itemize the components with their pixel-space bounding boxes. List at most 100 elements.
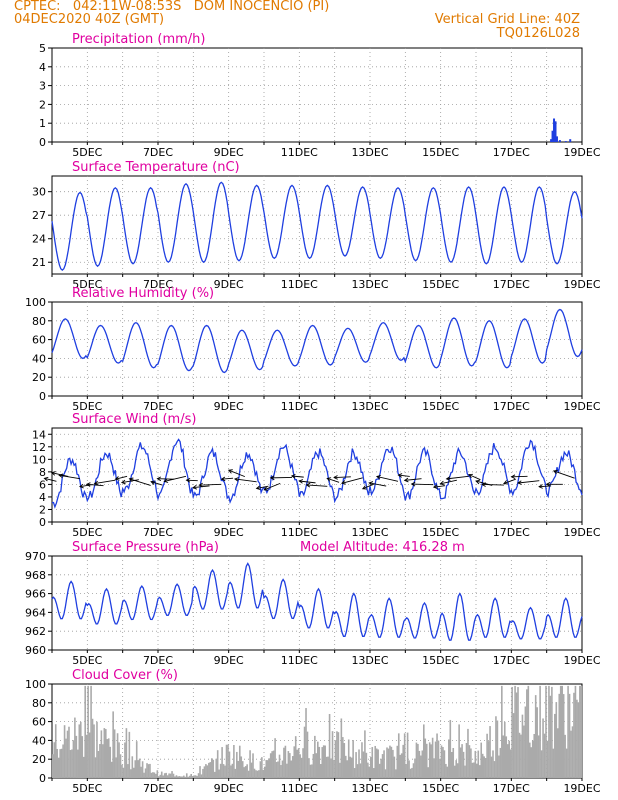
cloud-bar [503, 721, 506, 778]
wind-ytick-label: 10 [32, 453, 46, 466]
cloud-bar [453, 765, 456, 778]
cloud-bar [294, 736, 297, 778]
cloud-bar [163, 773, 166, 778]
header-code: TQ0126L028 [496, 26, 580, 41]
wind-vector [433, 485, 446, 488]
wind-title: Surface Wind (m/s) [72, 412, 196, 427]
cloud-bar [417, 743, 419, 778]
cloud-bar [177, 776, 179, 778]
cloud-bar [579, 685, 581, 778]
cloud-bar [362, 751, 365, 778]
cloud-bar [427, 767, 430, 778]
cloud-bar [545, 685, 547, 778]
header-datetime: 04DEC2020 40Z (GMT) [14, 12, 165, 27]
cloud-bar [390, 746, 393, 778]
cloud-bar [477, 750, 480, 778]
pressure-xtick-label: 7DEC [143, 654, 173, 667]
cloud-bar [79, 721, 82, 778]
cloud-bar [508, 740, 510, 778]
cloud-bar [231, 763, 234, 778]
cloud-bar [81, 736, 84, 778]
cloud-bar [520, 734, 522, 778]
cloud-bar [162, 775, 165, 778]
cloud-bar [275, 762, 278, 778]
precip-ytick-label: 1 [39, 117, 46, 130]
cloud-bar [194, 775, 197, 778]
cloud-bar [78, 724, 81, 778]
cloud-bar [327, 756, 329, 778]
cloud-bar [265, 760, 268, 778]
cloud-bar [165, 772, 167, 778]
rh-xtick-label: 17DEC [493, 400, 530, 413]
cloud-bar [501, 685, 503, 778]
cloud-ytick-label: 80 [32, 697, 46, 710]
cloud-bar [448, 739, 450, 778]
wind-vector-head [93, 480, 99, 486]
header-grid-line: Vertical Grid Line: 40Z [434, 12, 580, 27]
pressure-xtick-label: 15DEC [422, 654, 459, 667]
wind-vector-head [445, 476, 451, 481]
cloud-bar [350, 757, 353, 778]
cloud-bar [306, 731, 309, 778]
cloud-bar [240, 756, 243, 778]
precip-xtick-label: 13DEC [351, 146, 388, 159]
cloud-bar [423, 724, 425, 778]
wind-vector [334, 476, 351, 479]
pressure-title: Surface Pressure (hPa) [72, 540, 219, 555]
cloud-bar [193, 775, 195, 778]
cloud-bar [155, 773, 157, 778]
wind-vector-head [227, 469, 233, 474]
precip-bar [554, 121, 557, 142]
cloud-bar [156, 770, 159, 778]
cloud-bar [208, 762, 210, 778]
rh-xtick-label: 13DEC [351, 400, 388, 413]
wind-vector [186, 479, 198, 482]
cloud-ytick-label: 20 [32, 753, 46, 766]
cloud-bar [533, 734, 536, 778]
cloud-bar [280, 765, 282, 778]
cloud-bar [199, 766, 201, 778]
cloud-bar [474, 750, 477, 778]
cloud-bar [436, 733, 438, 778]
cloud-bar [131, 756, 134, 778]
pressure-xtick-label: 17DEC [493, 654, 530, 667]
cloud-bar [331, 731, 334, 778]
precip-bar [555, 136, 558, 142]
wind-vector [121, 479, 139, 484]
rh-ytick-label: 100 [25, 296, 46, 309]
precip-xtick-label: 17DEC [493, 146, 530, 159]
cloud-bar [342, 737, 344, 778]
wind-vector [164, 475, 187, 482]
cloud-bar [542, 718, 544, 778]
cloud-bar [352, 740, 354, 778]
rh-ytick-label: 0 [39, 390, 46, 403]
precip-ytick-label: 0 [39, 136, 46, 149]
cloud-bar [568, 693, 571, 778]
wind-vector-head [510, 474, 516, 480]
wind-vector [446, 475, 469, 480]
rh-xtick-label: 11DEC [281, 400, 318, 413]
cloud-bar [286, 763, 288, 778]
precip-xtick-label: 7DEC [143, 146, 173, 159]
cloud-bar [216, 750, 219, 778]
wind-vector-head [192, 484, 197, 490]
cloud-bar [172, 773, 175, 778]
cloud-bar [60, 748, 63, 778]
cloud-bar [75, 735, 78, 778]
cloud-bar [107, 738, 110, 778]
cloud-bar [203, 766, 206, 778]
wind-vector [44, 477, 57, 482]
cloud-bar [141, 761, 144, 778]
cloud-bar [384, 769, 387, 778]
cloud-bar [548, 685, 550, 778]
cloud-bar [115, 757, 117, 778]
cloud-bar [411, 767, 413, 778]
cloud-bar [56, 748, 59, 778]
cloud-bar [571, 726, 574, 778]
cloud-bar [297, 748, 300, 778]
cloud-bar [480, 742, 483, 778]
cloud-bar [259, 761, 262, 778]
cloud-bar [425, 743, 428, 778]
wind-vector [59, 474, 81, 480]
cloud-bar [77, 749, 79, 778]
